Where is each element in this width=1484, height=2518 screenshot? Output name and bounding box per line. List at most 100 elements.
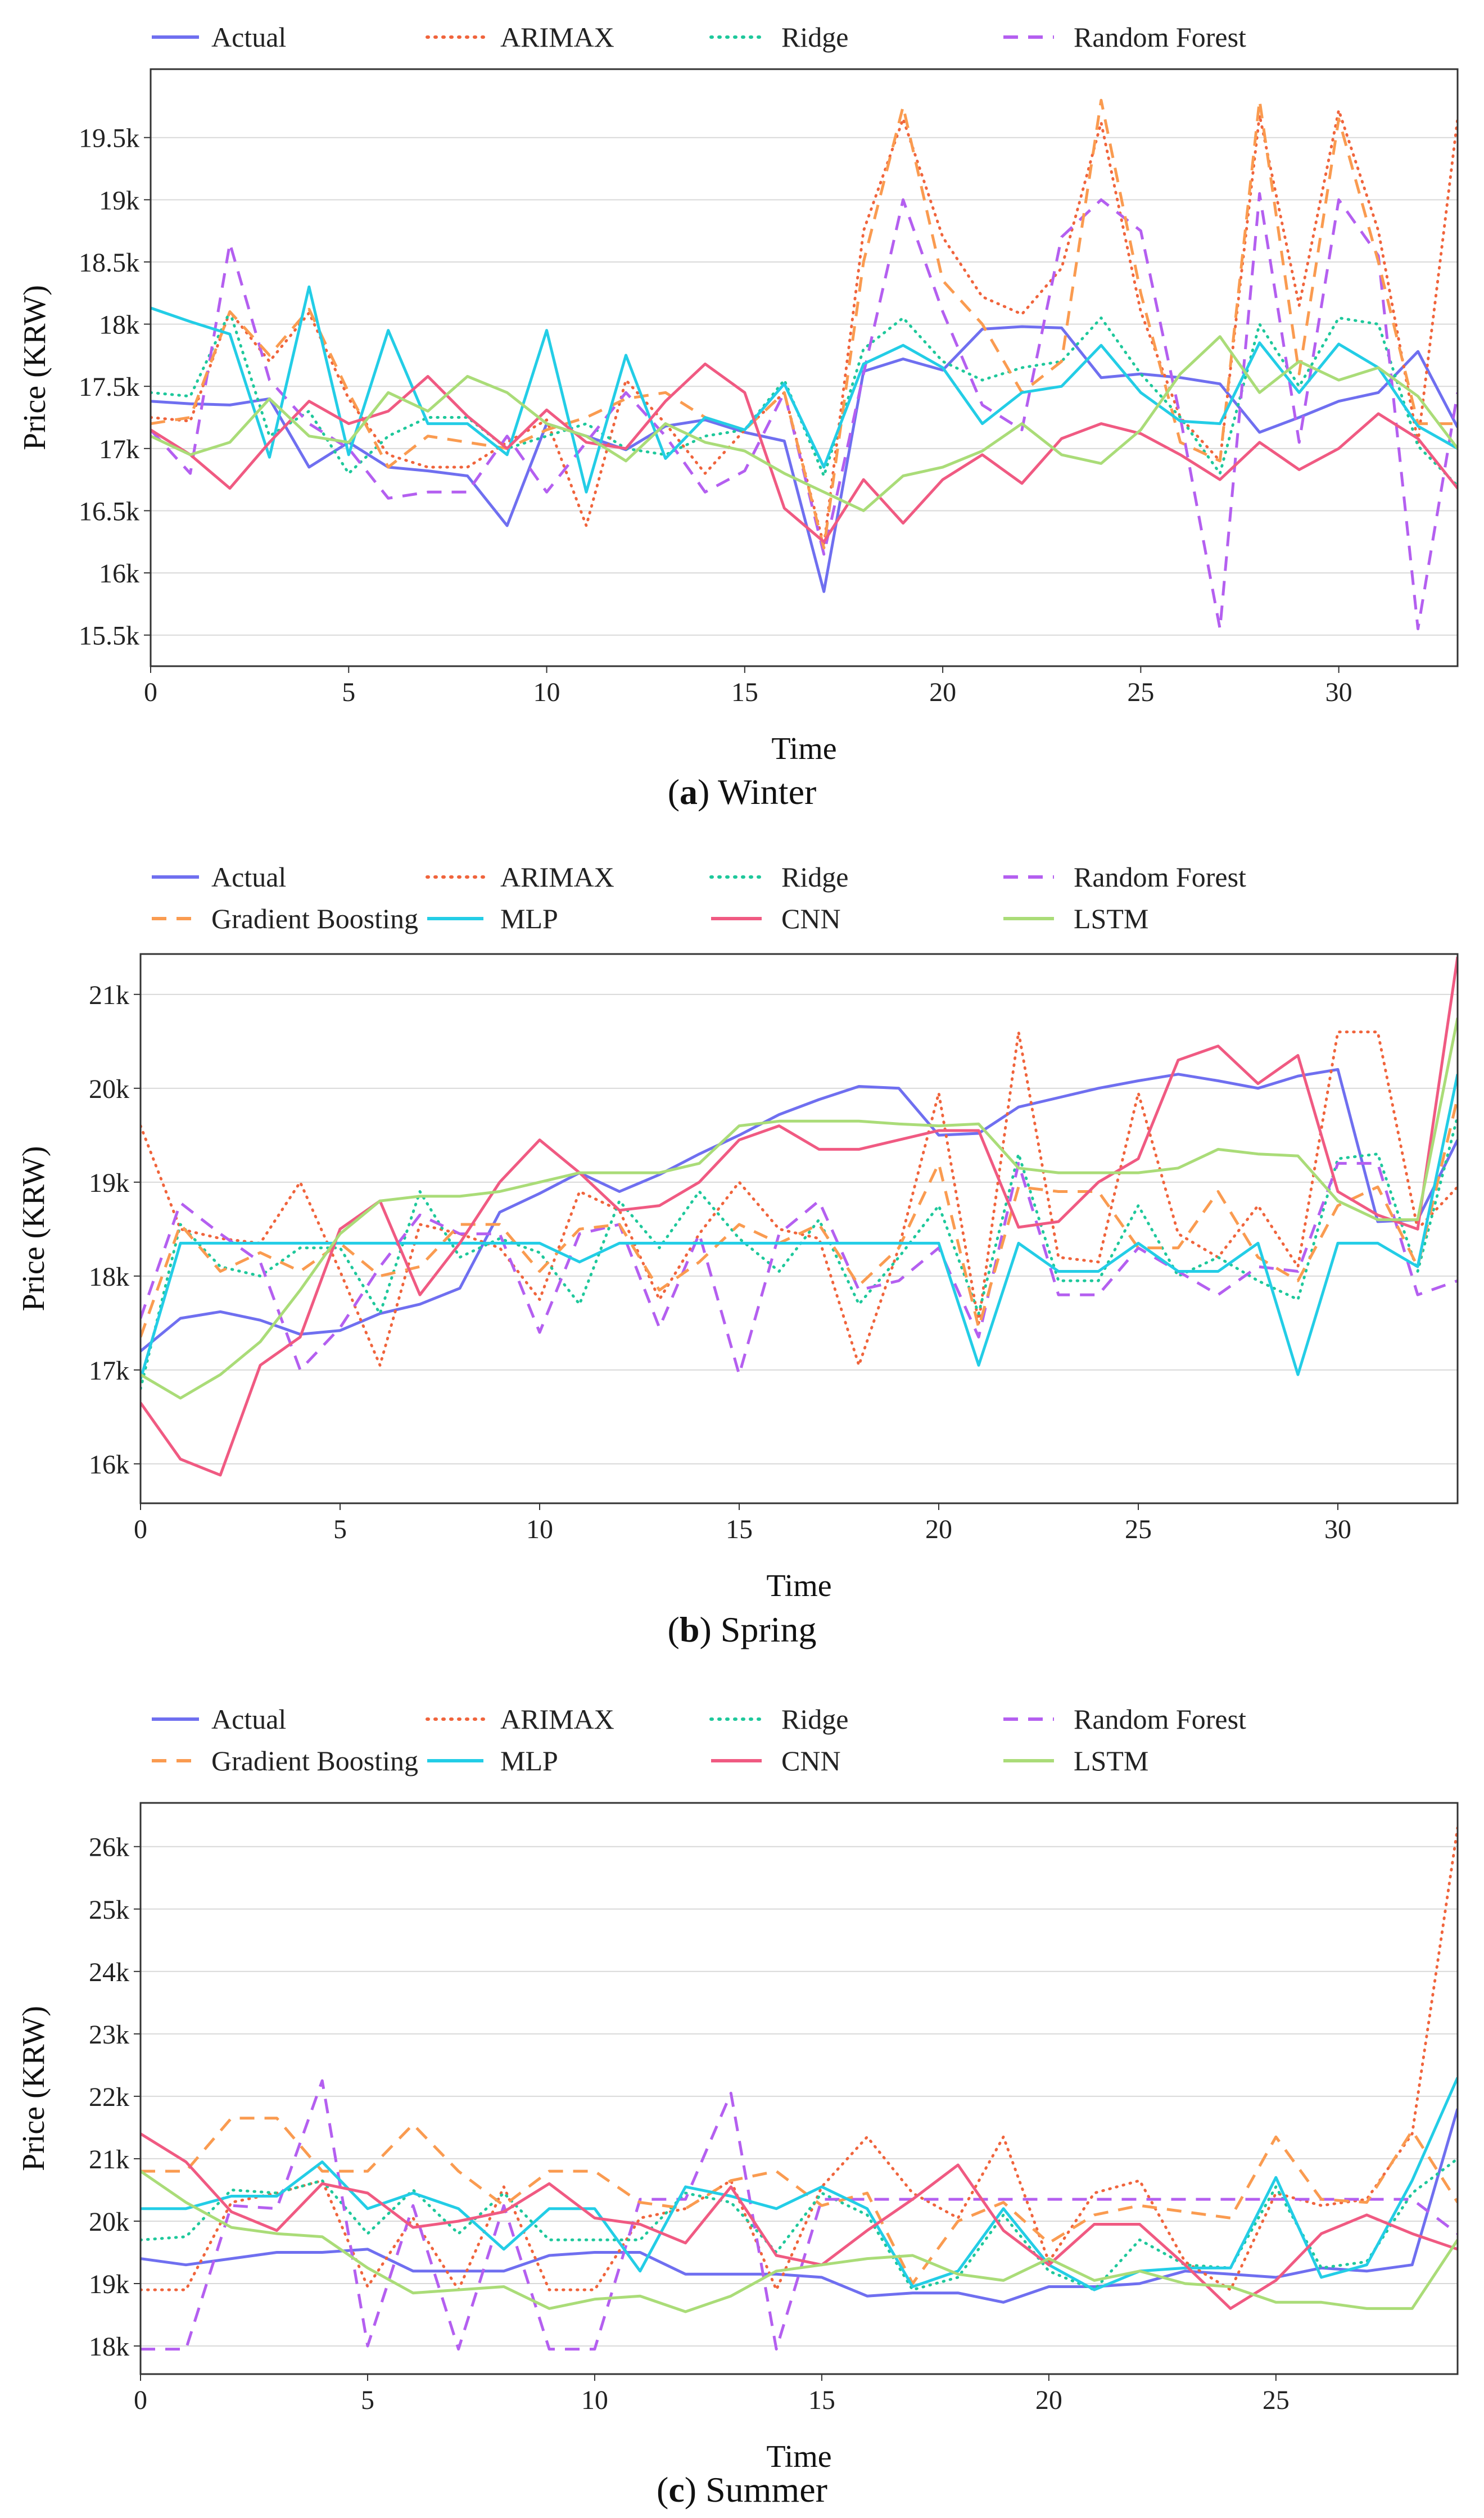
plot-area (141, 954, 1458, 1503)
x-tick-label: 25 (1263, 2385, 1290, 2415)
panel-caption-letter: a (680, 772, 698, 812)
y-tick-label: 19k (89, 2270, 129, 2299)
legend-label-lstm: LSTM (1074, 903, 1148, 934)
y-tick-label: 17.5k (79, 372, 139, 402)
series-line-mlp (141, 1074, 1458, 1380)
series-group (151, 98, 1458, 631)
x-tick-label: 25 (1127, 677, 1154, 707)
y-tick-label: 18.5k (79, 248, 139, 278)
panel-caption: (a) Winter (668, 772, 817, 812)
plot-frame (150, 68, 1459, 667)
x-tick-label: 30 (1325, 677, 1352, 707)
y-tick-label: 25k (89, 1895, 129, 1925)
plot-area (151, 69, 1458, 666)
panel-caption-open: ( (668, 1610, 680, 1649)
series-line-lstm (141, 2170, 1458, 2313)
legend-label-arimax: ARIMAX (500, 861, 614, 893)
y-tick-label: 26k (89, 1833, 129, 1862)
series-line-gradient-boosting (141, 1097, 1458, 1338)
y-tick-label: 23k (89, 2020, 129, 2050)
x-tick-label: 25 (1125, 1515, 1152, 1544)
y-tick-label: 16.5k (79, 496, 139, 526)
panel-caption-close: ) (699, 1610, 720, 1649)
plot-area (141, 1803, 1458, 2374)
legend: Actual ARIMAX Ridge Random Forest Gradient B… (152, 1703, 1246, 1776)
legend-label-arimax: ARIMAX (500, 21, 614, 53)
x-axis-label: Time (766, 1568, 831, 1603)
legend: Actual ARIMAX Ridge Random Forest Gradient B… (152, 861, 1246, 934)
legend-label-ridge: Ridge (781, 1703, 848, 1735)
series-line-gradient-boosting (151, 98, 1458, 550)
legend-label-random-forest: Random Forest (1074, 21, 1246, 53)
x-tick-label: 5 (333, 1515, 347, 1544)
x-tick-label: 10 (526, 1515, 553, 1544)
panel-caption-close: ) (685, 2470, 705, 2510)
y-tick-label: 16k (99, 559, 139, 589)
y-tick-label: 17k (99, 435, 139, 464)
x-tick-label: 0 (144, 677, 157, 707)
x-tick-label: 20 (929, 677, 956, 707)
x-tick-label: 20 (925, 1515, 952, 1544)
x-axis-label: Time (766, 2439, 831, 2474)
series-line-arimax (141, 1030, 1458, 1367)
series-line-random-forest (141, 1161, 1458, 1376)
x-tick-label: 10 (533, 677, 560, 707)
y-tick-label: 20k (89, 1074, 129, 1104)
legend-label-actual: Actual (211, 861, 286, 893)
y-axis-label: Price (KRW) (16, 2006, 51, 2171)
x-tick-label: 15 (726, 1515, 753, 1544)
legend-label-cnn: CNN (781, 1745, 841, 1776)
legend-label-mlp: MLP (500, 903, 558, 934)
panel-caption: (c) Summer (657, 2470, 827, 2510)
legend-label-gradient-boosting: Gradient Boosting (211, 1745, 418, 1776)
series-line-ridge (141, 1115, 1458, 1390)
x-tick-label: 15 (808, 2385, 835, 2415)
panel-caption-close: ) (698, 772, 718, 812)
legend-label-actual: Actual (211, 21, 286, 53)
series-line-cnn (141, 2132, 1458, 2310)
y-tick-label: 15.5k (79, 621, 139, 651)
series-line-actual (141, 1068, 1458, 1353)
series-line-lstm (151, 335, 1458, 512)
panel-caption-name: Winter (718, 772, 816, 812)
series-group (141, 956, 1458, 1477)
legend-label-gradient-boosting: Gradient Boosting (211, 903, 418, 934)
x-axis-label: Time (771, 731, 836, 766)
y-tick-label: 19k (89, 1168, 129, 1198)
x-tick-label: 0 (134, 2385, 147, 2415)
y-tick-label: 20k (89, 2207, 129, 2237)
series-line-actual (151, 325, 1458, 593)
x-tick-label: 20 (1035, 2385, 1062, 2415)
chart-panel-b: Actual ARIMAX Ridge Random Forest Gradient B… (16, 861, 1459, 1649)
y-tick-label: 18k (99, 310, 139, 340)
series-line-actual (141, 2108, 1458, 2304)
series-line-cnn (141, 956, 1458, 1477)
legend-label-lstm: LSTM (1074, 1745, 1148, 1776)
legend-label-cnn: CNN (781, 903, 841, 934)
x-tick-label: 5 (361, 2385, 374, 2415)
y-tick-label: 19.5k (79, 124, 139, 153)
series-line-random-forest (141, 2079, 1458, 2351)
x-tick-label: 0 (134, 1515, 147, 1544)
legend-label-mlp: MLP (500, 1745, 558, 1776)
legend-label-random-forest: Random Forest (1074, 1703, 1246, 1735)
y-tick-label: 19k (99, 186, 139, 215)
y-tick-label: 21k (89, 980, 129, 1010)
panel-caption-name: Summer (705, 2470, 827, 2510)
panel-caption-letter: c (668, 2470, 684, 2510)
legend-label-ridge: Ridge (781, 861, 848, 893)
series-line-arimax (141, 1826, 1458, 2291)
series-group (141, 1826, 1458, 2351)
plot-frame (139, 953, 1459, 1504)
legend-label-random-forest: Random Forest (1074, 861, 1246, 893)
x-tick-label: 15 (731, 677, 758, 707)
plot-frame (139, 1802, 1459, 2375)
panel-caption-name: Spring (721, 1610, 817, 1649)
y-tick-label: 16k (89, 1450, 129, 1480)
panel-caption: (b) Spring (668, 1610, 817, 1649)
x-tick-label: 30 (1324, 1515, 1351, 1544)
y-tick-label: 18k (89, 2332, 129, 2362)
